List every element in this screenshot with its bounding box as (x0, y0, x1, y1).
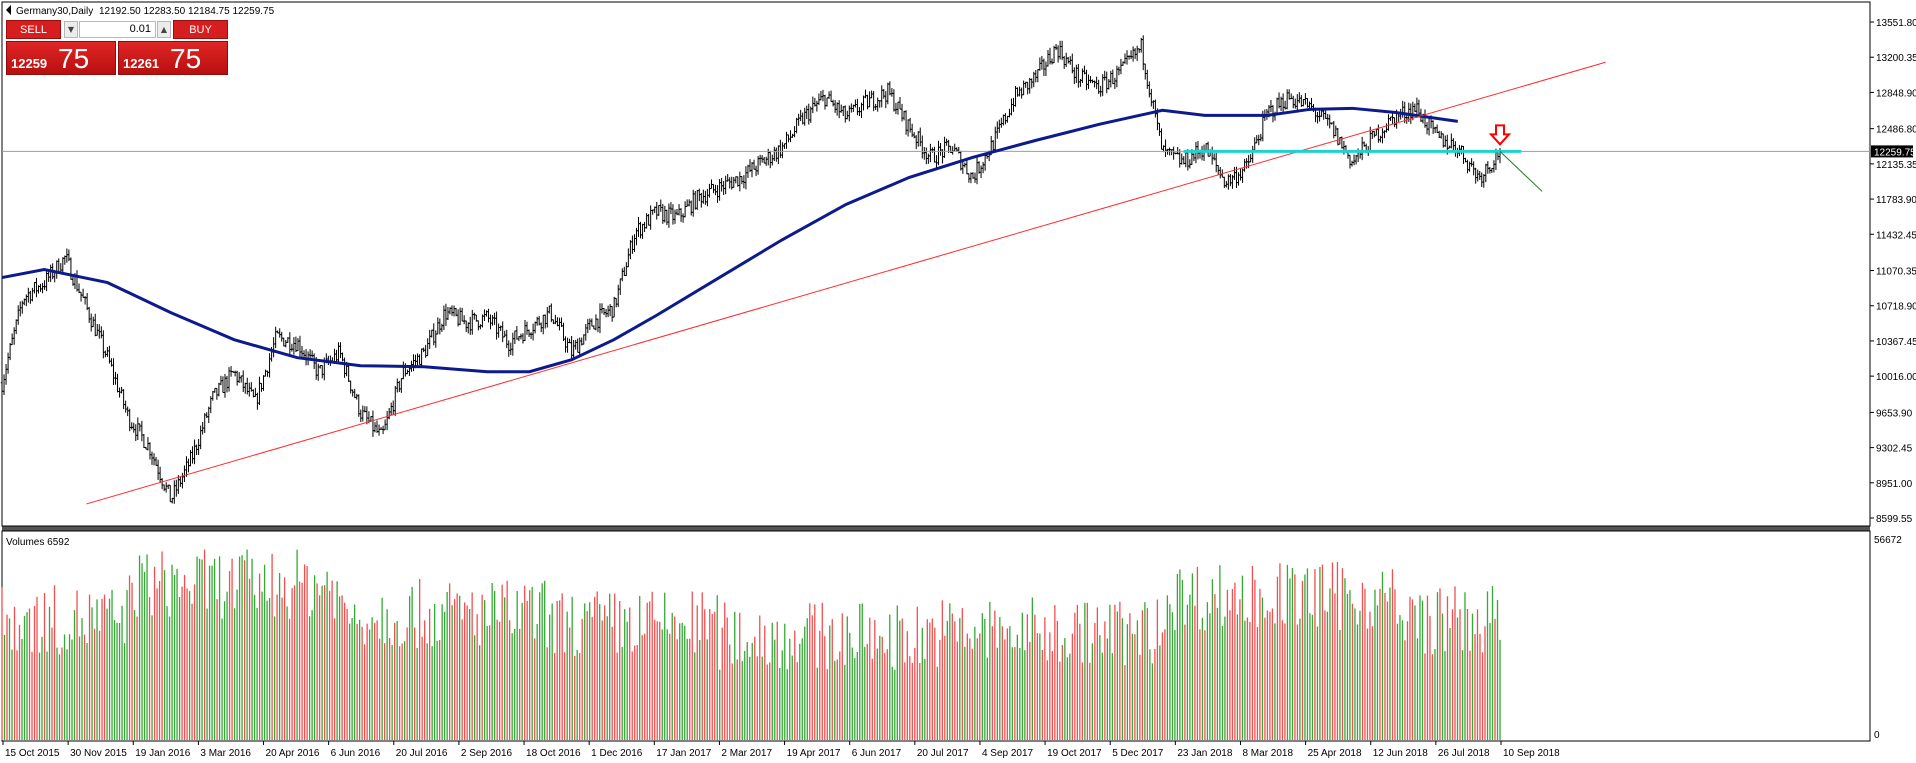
time-axis-label: 30 Nov 2015 (70, 748, 127, 759)
time-axis-label: 19 Oct 2017 (1047, 748, 1102, 759)
time-axis-label: 2 Sep 2016 (461, 748, 513, 759)
time-axis-label: 1 Dec 2016 (591, 748, 643, 759)
time-axis-label: 19 Jan 2016 (135, 748, 190, 759)
time-axis-label: 3 Mar 2016 (200, 748, 251, 759)
time-axis-label: 10 Sep 2018 (1503, 748, 1560, 759)
triangle-icon (6, 5, 11, 15)
lot-increase-button[interactable]: ▲ (157, 21, 171, 38)
time-axis-label: 6 Jun 2017 (852, 748, 902, 759)
volume-zero-label: 0 (1874, 730, 1880, 741)
price-axis[interactable]: 13551.80 13200.35 12848.90 12486.80 12135.35… (1870, 18, 1916, 525)
price-bars (0, 35, 1502, 504)
one-click-trading-panel: SELL ▼ 0.01 ▲ BUY 12259 75 12261 75 (6, 20, 228, 76)
buy-price-main: 12261 (123, 56, 160, 71)
price-axis-label: 13551.80 (1876, 18, 1916, 29)
time-axis-label: 5 Dec 2017 (1112, 748, 1164, 759)
price-axis-label: 12135.35 (1876, 160, 1916, 171)
time-axis-label: 2 Mar 2017 (721, 748, 772, 759)
time-axis-label: 20 Jul 2017 (917, 748, 969, 759)
time-axis-label: 23 Jan 2018 (1177, 748, 1232, 759)
price-axis-label: 13200.35 (1876, 53, 1916, 64)
time-axis-label: 25 Apr 2018 (1308, 748, 1362, 759)
time-axis-label: 20 Apr 2016 (266, 748, 320, 759)
time-axis-label: 19 Apr 2017 (787, 748, 841, 759)
lot-size-input[interactable]: 0.01 (79, 21, 156, 38)
sell-button[interactable]: SELL (6, 20, 61, 39)
time-axis-label: 20 Jul 2016 (396, 748, 448, 759)
price-axis-label: 9653.90 (1876, 408, 1913, 419)
time-axis-label: 8 Mar 2018 (1242, 748, 1293, 759)
buy-button[interactable]: BUY (173, 20, 228, 39)
price-pane-border (1, 1, 1871, 527)
time-axis-label: 6 Jun 2016 (331, 748, 381, 759)
time-axis-label: 12 Jun 2018 (1373, 748, 1428, 759)
down-arrow-icon (1488, 124, 1512, 146)
projection-line[interactable] (1499, 151, 1543, 192)
buy-price-points: 75 (170, 43, 202, 74)
price-axis-label: 10718.90 (1876, 302, 1916, 313)
price-axis-label: 10367.45 (1876, 337, 1916, 348)
ohlc-readout: 12192.50 12283.50 12184.75 12259.75 (99, 6, 275, 17)
time-axis-label: 15 Oct 2015 (5, 748, 60, 759)
current-price-tag (1871, 145, 1913, 158)
price-axis-label: 8599.55 (1876, 514, 1913, 525)
chart-overlays (1, 61, 1870, 505)
current-price-label: 12259.75 (1874, 147, 1916, 158)
time-axis-label: 18 Oct 2016 (526, 748, 581, 759)
price-axis-label: 11432.45 (1876, 230, 1916, 241)
sell-price-main: 12259 (11, 56, 48, 71)
volume-max-label: 56672 (1874, 535, 1902, 546)
price-axis-label: 12848.90 (1876, 88, 1916, 99)
symbol-title: Germany30,Daily (16, 6, 93, 17)
price-axis-label: 8951.00 (1876, 479, 1913, 490)
price-axis-label: 11783.90 (1876, 195, 1916, 206)
buy-price-box[interactable]: 12261 75 (118, 41, 228, 75)
volume-title: Volumes 6592 (6, 537, 70, 548)
time-axis-label: 26 Jul 2018 (1438, 748, 1490, 759)
time-axis-label: 4 Sep 2017 (982, 748, 1034, 759)
price-axis-label: 11070.35 (1876, 267, 1916, 278)
price-axis-label: 12486.80 (1876, 125, 1916, 136)
moving-average-line (1, 106, 1459, 374)
time-axis[interactable]: 15 Oct 2015 30 Nov 2015 19 Jan 2016 3 Mar 2… (2, 741, 1560, 759)
lot-decrease-button[interactable]: ▼ (64, 21, 78, 38)
support-trendline[interactable] (86, 61, 1606, 505)
volume-bars (1, 549, 1501, 740)
sell-price-points: 75 (58, 43, 90, 74)
sell-price-box[interactable]: 12259 75 (6, 41, 116, 75)
price-axis-label: 9302.45 (1876, 444, 1913, 455)
time-axis-label: 17 Jan 2017 (656, 748, 711, 759)
price-axis-label: 10016.00 (1876, 372, 1916, 383)
